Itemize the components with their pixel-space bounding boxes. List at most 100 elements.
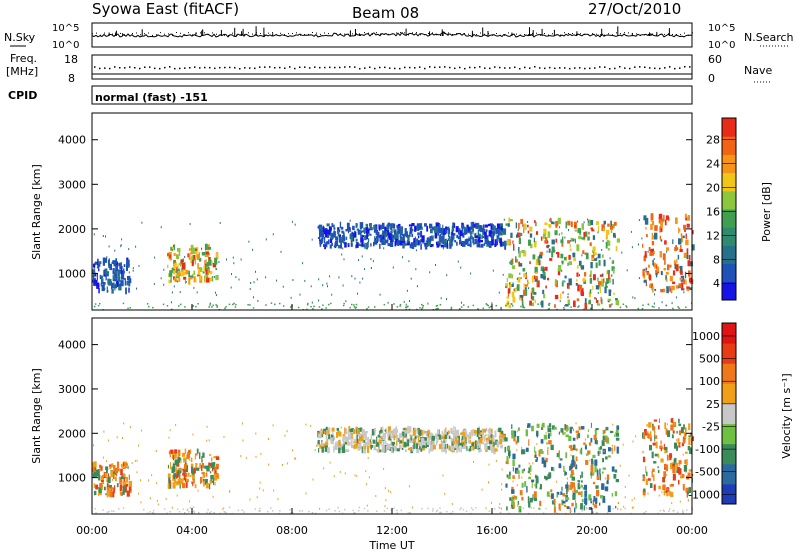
- nsearch-dot: [612, 34, 613, 36]
- scatter-cell: [216, 474, 218, 477]
- scatter-cell: [616, 238, 620, 243]
- scatter-cell: [421, 308, 423, 310]
- scatter-cell: [163, 508, 166, 510]
- scatter-cell: [581, 426, 585, 430]
- scatter-cell: [575, 499, 577, 506]
- scatter-cell: [181, 468, 183, 470]
- scatter-cell: [495, 304, 497, 307]
- scatter-cell: [682, 484, 685, 491]
- velocity-colorbar-segment: [722, 363, 736, 384]
- scatter-cell: [360, 232, 362, 239]
- scatter-cell: [528, 287, 530, 290]
- scatter-cell: [535, 483, 538, 489]
- scatter-cell: [400, 237, 404, 241]
- scatter-cell: [642, 456, 646, 463]
- scatter-cell: [179, 291, 181, 294]
- nsearch-dot: [600, 34, 601, 36]
- scatter-cell: [169, 429, 171, 432]
- scatter-cell: [396, 242, 400, 246]
- scatter-cell: [243, 511, 245, 513]
- scatter-cell: [631, 506, 633, 509]
- nsearch-dot: [576, 33, 577, 35]
- scatter-cell: [599, 286, 601, 294]
- nsearch-dot: [276, 34, 277, 36]
- scatter-cell: [585, 485, 587, 493]
- scatter-cell: [678, 228, 681, 232]
- time-tick-label: 16:00: [476, 524, 508, 537]
- scatter-cell: [173, 263, 176, 269]
- scatter-cell: [378, 430, 381, 435]
- scatter-cell: [646, 271, 649, 274]
- scatter-cell: [426, 441, 430, 445]
- nsearch-dot: [180, 32, 181, 34]
- scatter-cell: [368, 476, 370, 479]
- scatter-cell: [203, 265, 207, 272]
- scatter-cell: [177, 271, 181, 276]
- scatter-cell: [330, 434, 333, 439]
- scatter-cell: [211, 462, 214, 469]
- scatter-cell: [108, 258, 110, 265]
- scatter-cell: [252, 307, 255, 309]
- scatter-cell: [453, 435, 456, 438]
- scatter-cell: [222, 508, 224, 511]
- scatter-cell: [560, 232, 563, 235]
- scatter-cell: [665, 428, 668, 435]
- scatter-cell: [152, 306, 154, 309]
- scatter-cell: [204, 243, 208, 250]
- scatter-cell: [576, 272, 579, 277]
- scatter-cell: [677, 467, 680, 474]
- nsearch-dot: [344, 33, 345, 35]
- scatter-cell: [503, 434, 506, 440]
- scatter-cell: [615, 432, 617, 435]
- scatter-cell: [326, 229, 329, 234]
- scatter-cell: [484, 224, 488, 228]
- scatter-cell: [688, 487, 691, 493]
- scatter-cell: [590, 262, 593, 269]
- scatter-cell: [516, 484, 518, 487]
- nsearch-dot: [400, 32, 401, 34]
- scatter-cell: [595, 262, 598, 268]
- scatter-cell: [465, 436, 468, 440]
- freq-dot: [404, 66, 406, 69]
- scatter-cell: [170, 246, 172, 251]
- scatter-cell: [357, 510, 360, 512]
- scatter-cell: [678, 283, 682, 289]
- scatter-cell: [388, 436, 392, 441]
- scatter-cell: [500, 445, 503, 449]
- scatter-cell: [184, 448, 187, 455]
- scatter-cell: [292, 449, 294, 452]
- scatter-cell: [181, 263, 186, 270]
- scatter-cell: [675, 296, 677, 299]
- scatter-cell: [345, 449, 349, 452]
- scatter-cell: [336, 432, 339, 438]
- scatter-cell: [456, 435, 460, 440]
- scatter-cell: [458, 448, 461, 452]
- scatter-cell: [176, 471, 179, 478]
- scatter-cell: [347, 243, 349, 246]
- scatter-cell: [177, 268, 180, 272]
- scatter-cell: [686, 223, 690, 228]
- nsearch-dot: [232, 32, 233, 34]
- scatter-cell: [184, 306, 186, 308]
- scatter-cell: [535, 221, 537, 227]
- scatter-cell: [504, 241, 506, 244]
- freq-dot: [674, 67, 676, 70]
- scatter-cell: [630, 230, 632, 233]
- scatter-cell: [521, 446, 523, 449]
- scatter-cell: [654, 434, 656, 442]
- scatter-cell: [649, 252, 653, 256]
- noise-trace: [91, 26, 693, 38]
- scatter-cell: [547, 241, 549, 244]
- nsearch-dot: [568, 33, 569, 34]
- scatter-cell: [580, 484, 582, 487]
- power-colorbar-frame: [721, 117, 737, 301]
- scatter-cell: [423, 242, 426, 245]
- scatter-cell: [408, 426, 412, 433]
- nsearch-dot: [428, 33, 429, 34]
- scatter-cell: [691, 230, 694, 235]
- nsearch-dot: [636, 33, 637, 35]
- scatter-cell: [485, 437, 488, 441]
- freq-panel-frame: [91, 54, 693, 80]
- scatter-cell: [203, 481, 205, 487]
- scatter-cell: [209, 302, 212, 305]
